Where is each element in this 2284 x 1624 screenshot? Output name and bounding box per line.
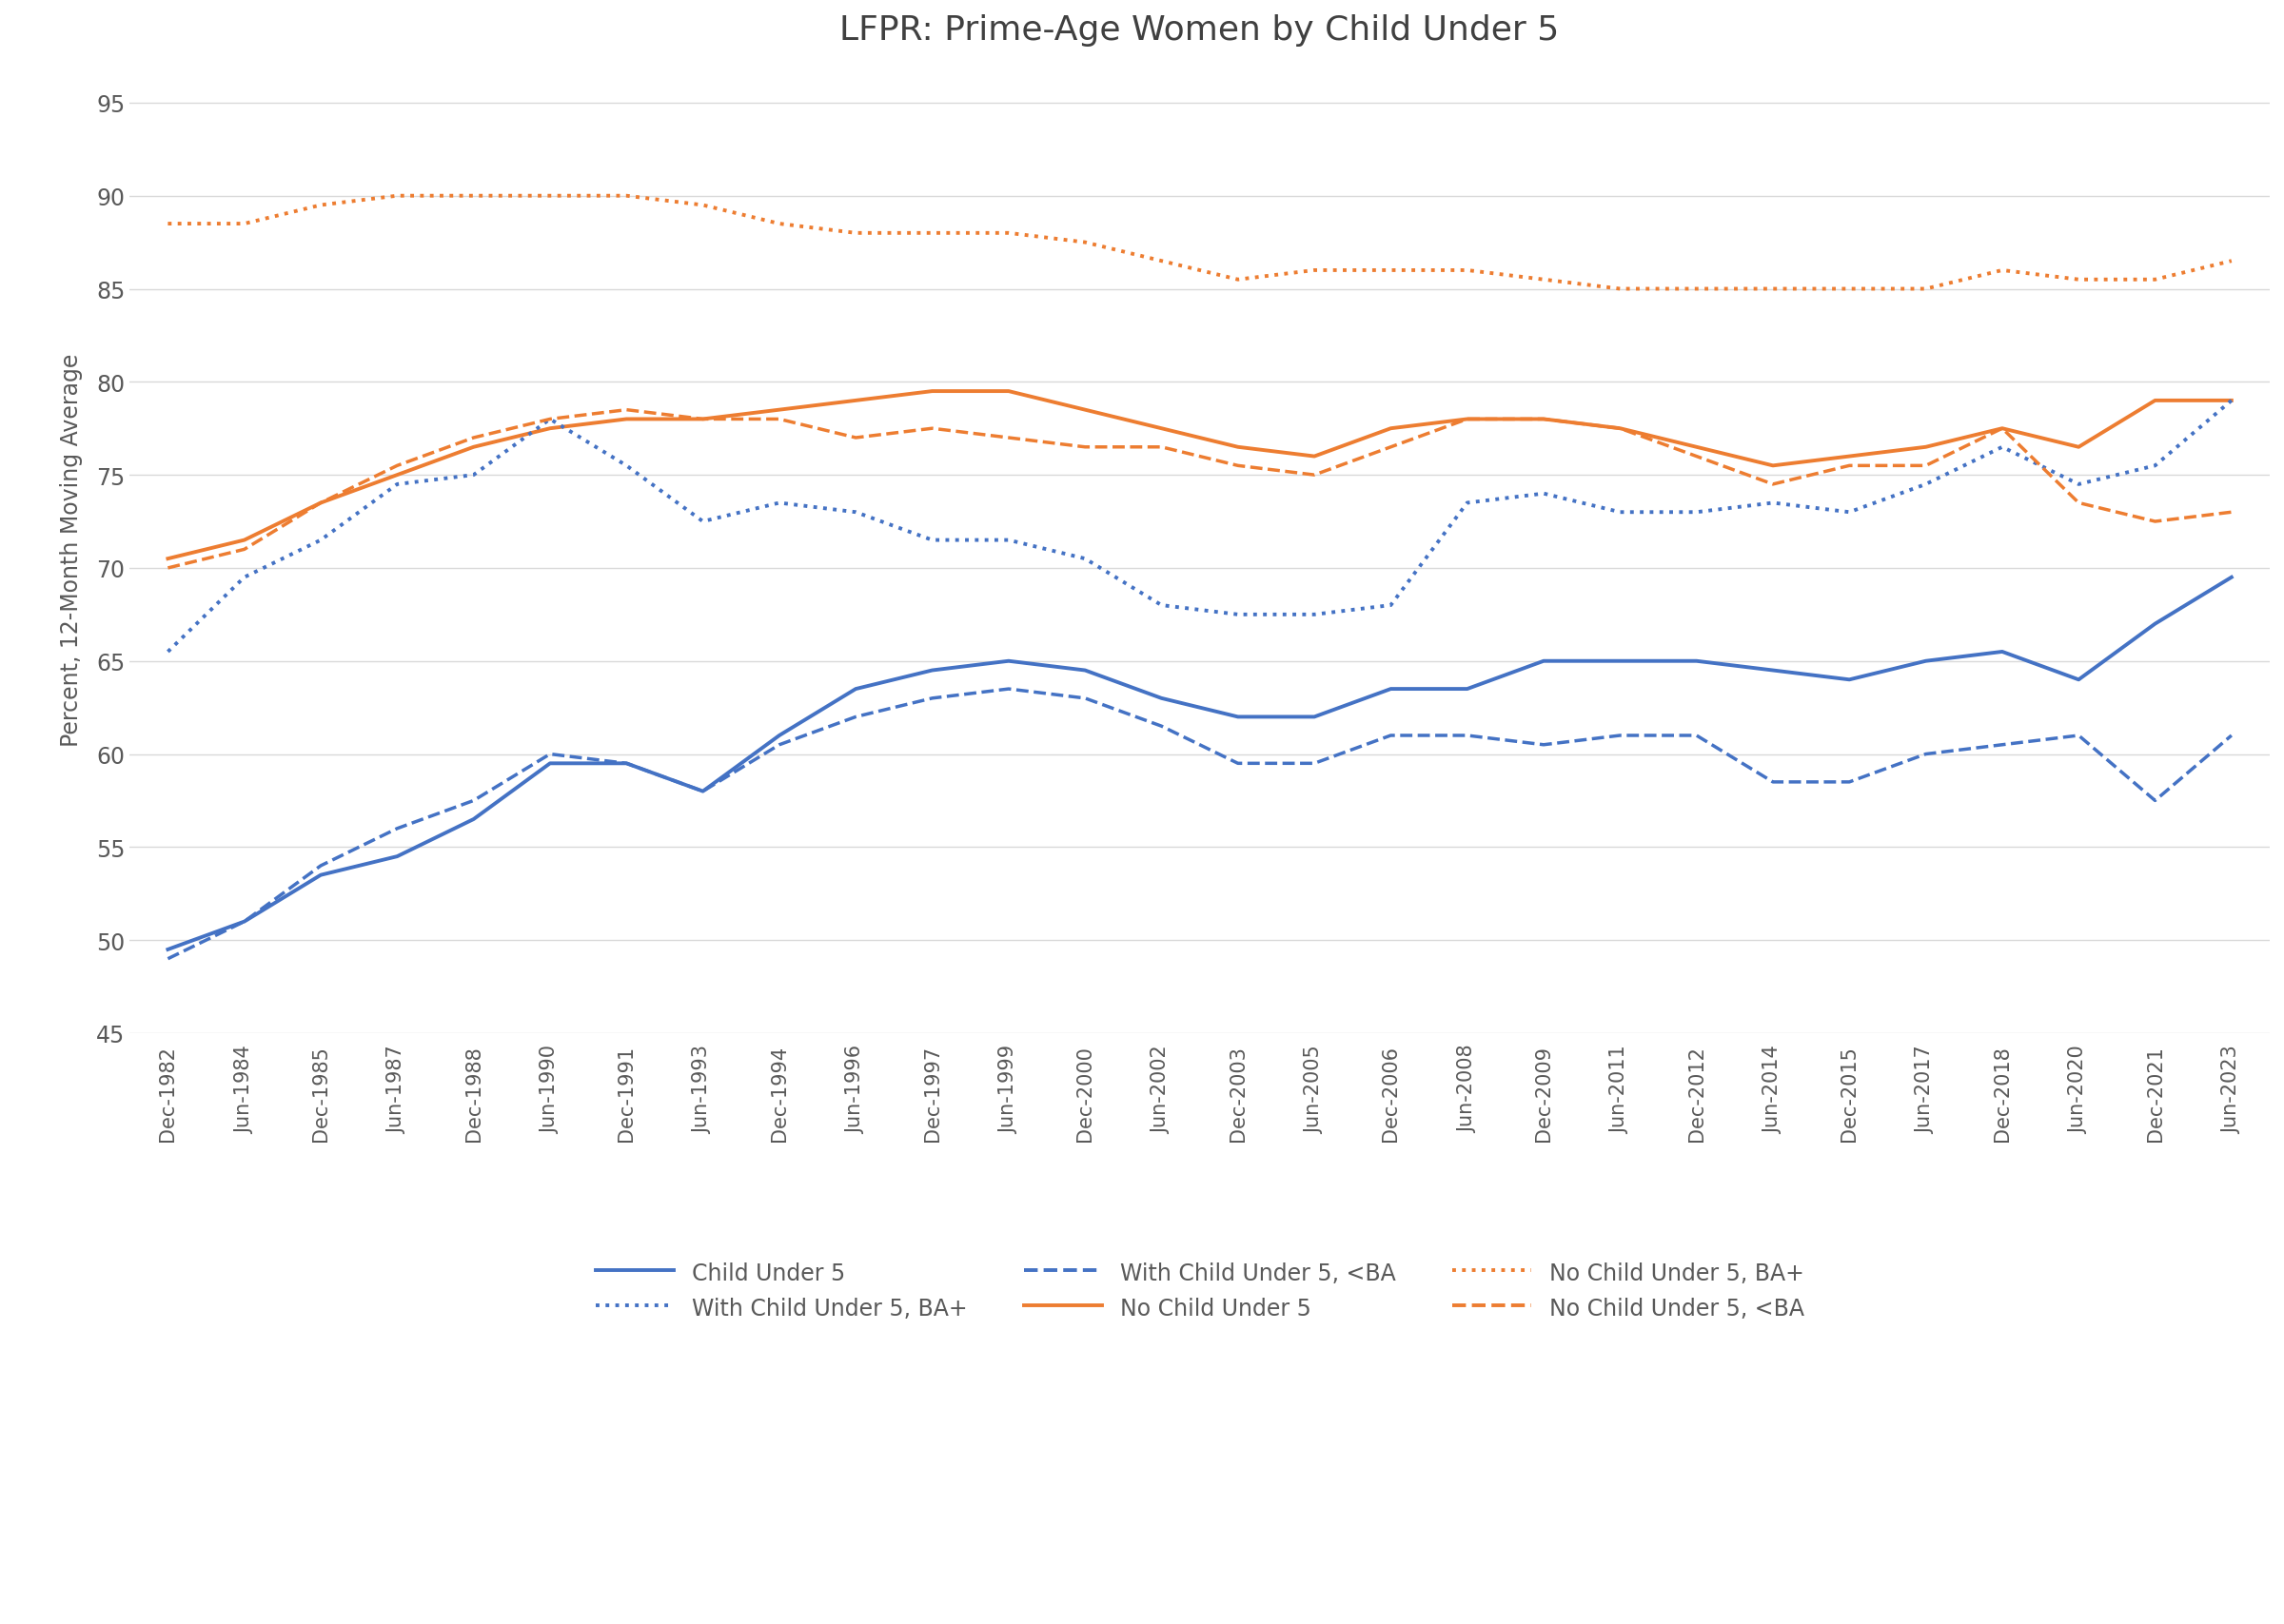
Y-axis label: Percent, 12-Month Moving Average: Percent, 12-Month Moving Average xyxy=(59,354,82,747)
Legend: Child Under 5, With Child Under 5, BA+, With Child Under 5, <BA, No Child Under : Child Under 5, With Child Under 5, BA+, … xyxy=(573,1237,1827,1341)
Title: LFPR: Prime-Age Women by Child Under 5: LFPR: Prime-Age Women by Child Under 5 xyxy=(841,15,1560,47)
